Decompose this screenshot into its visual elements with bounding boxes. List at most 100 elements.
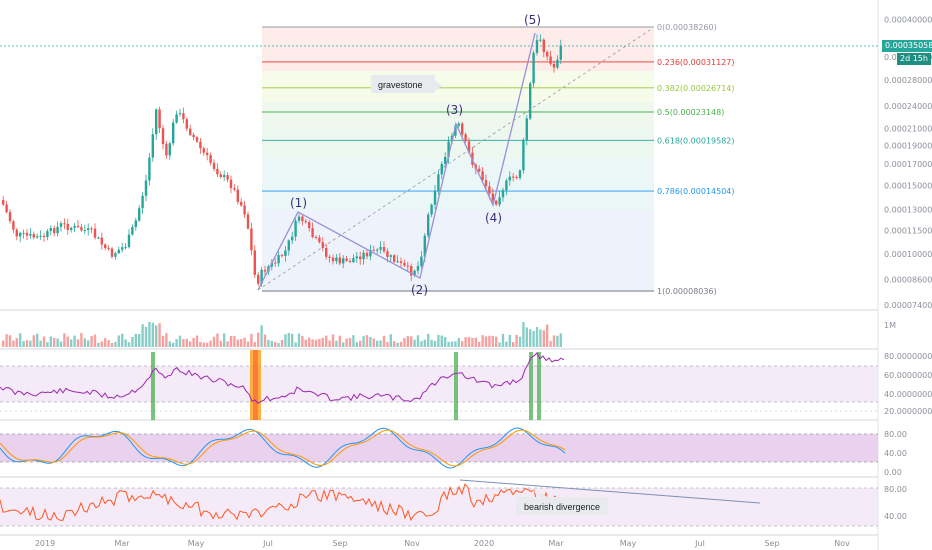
volume-bar: [49, 336, 52, 347]
candle-body: [386, 251, 389, 257]
stoch-tick: 0.00: [884, 468, 902, 477]
time-tick: May: [620, 539, 637, 548]
volume-bar: [87, 340, 90, 347]
price-tick: 0.00015000: [884, 181, 932, 190]
candle-body: [297, 216, 301, 221]
volume-bar: [253, 342, 256, 347]
volume-bar: [80, 333, 83, 347]
candle-body: [240, 201, 243, 206]
candle-body: [522, 140, 525, 171]
candle-body: [53, 228, 56, 234]
volume-bar: [36, 333, 39, 347]
candle-body: [250, 228, 253, 251]
volume-bar: [512, 342, 515, 347]
volume-bar: [345, 338, 348, 347]
candle-body: [372, 249, 375, 251]
candle-body: [495, 200, 498, 205]
candle-body: [155, 109, 158, 135]
candle-body: [481, 171, 484, 181]
volume-bar: [478, 341, 481, 347]
candle-body: [433, 190, 437, 205]
fib-label-3: 0.5(0.00023148): [657, 108, 724, 117]
volume-bar: [76, 339, 80, 347]
volume-bar: [59, 341, 63, 347]
rsi-overbought-marker: [529, 352, 533, 420]
volume-bar: [314, 339, 318, 347]
volume-bar: [447, 341, 450, 347]
candle-body: [314, 236, 318, 238]
time-tick: 2019: [35, 539, 55, 548]
volume-bar: [559, 333, 562, 347]
volume-bar: [53, 338, 56, 347]
time-axis[interactable]: 2019 Mar May Jul Sep Nov 2020 Mar May Jul Sep Nov: [35, 539, 850, 548]
volume-bar: [284, 334, 287, 347]
volume-bar: [529, 329, 532, 347]
candle-body: [63, 223, 66, 225]
volume-bar: [165, 333, 168, 347]
volume-bar: [216, 333, 219, 347]
candle-body: [518, 170, 522, 178]
candle-body: [100, 237, 103, 245]
candle-body: [546, 51, 549, 57]
candle-body: [223, 175, 226, 178]
candle-body: [243, 205, 246, 215]
candle-body: [70, 227, 73, 230]
rsi-overbought-marker: [537, 352, 541, 420]
volume-bar: [121, 333, 124, 347]
candle-body: [12, 221, 15, 230]
candle-body: [284, 250, 287, 256]
candle-body: [93, 228, 97, 238]
candle-body: [447, 141, 450, 157]
candle-body: [260, 269, 263, 284]
volume-bar: [328, 340, 331, 347]
candle-body: [148, 157, 151, 181]
candle-body: [46, 231, 49, 238]
candle-body: [457, 123, 460, 126]
volume-bar: [90, 336, 93, 347]
volume-bar: [189, 341, 192, 347]
time-tick: Mar: [548, 539, 564, 548]
volume-bar: [172, 342, 175, 347]
fib-zone: [262, 71, 654, 102]
price-tick: 0.00008600: [884, 276, 932, 285]
volume-bar: [240, 339, 243, 347]
candle-body: [229, 179, 233, 189]
volume-bar: [56, 338, 59, 347]
stoch-axis: 80.00 40.00 0.00: [884, 430, 907, 477]
candle-body: [396, 261, 399, 263]
volume-bar: [413, 339, 416, 347]
volume-bar: [270, 340, 273, 347]
candle-body: [467, 141, 471, 153]
candle-body: [484, 180, 488, 187]
candle-body: [236, 189, 239, 202]
fib-label-1: 0.236(0.00031127): [657, 58, 735, 67]
trend-dashed-line: [257, 29, 651, 291]
candle-body: [19, 232, 22, 237]
rsi-axis: 80.00000000 60.00000000 40.00000000 20.0000…: [884, 352, 932, 416]
volume-bar: [321, 337, 324, 347]
volume-bar: [338, 335, 341, 347]
candle-body: [107, 248, 110, 250]
candle-body: [5, 204, 8, 213]
volume-bar: [410, 336, 413, 347]
candle-body: [389, 255, 392, 257]
candle-body: [246, 214, 250, 229]
volume-bar: [19, 333, 22, 347]
volume-bar: [291, 333, 294, 347]
candle-body: [2, 200, 5, 205]
volume-bar: [406, 336, 409, 347]
volume-bar: [236, 339, 239, 347]
candle-body: [403, 263, 406, 266]
volume-bar: [148, 321, 151, 347]
candle-body: [413, 270, 416, 276]
candle-body: [110, 248, 114, 257]
candle-body: [488, 186, 491, 194]
volume-bar: [393, 341, 396, 347]
candle-body: [505, 180, 508, 191]
time-tick: Nov: [834, 539, 850, 548]
volume-bar: [110, 342, 114, 347]
candle-body: [399, 261, 403, 264]
price-tick: 0.00010000: [884, 250, 932, 259]
candle-body: [501, 190, 505, 198]
